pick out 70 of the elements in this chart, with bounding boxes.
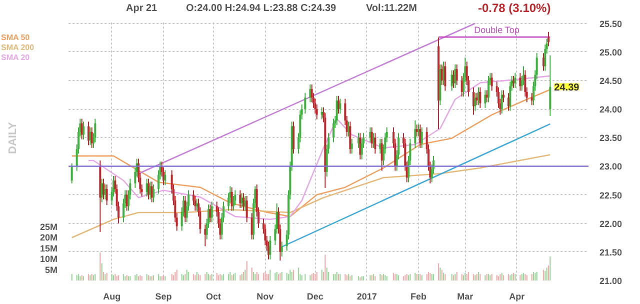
candlestick (269, 235, 272, 260)
y2-tick-label: 5M (45, 264, 58, 275)
candlestick (359, 132, 362, 160)
y-tick-label: 22.50 (600, 190, 622, 200)
candlestick (549, 54, 552, 116)
y2-tick-label: 10M (40, 254, 58, 264)
candlestick (82, 121, 84, 140)
text: SMA 50 (1, 32, 30, 44)
text: SMA 20 (1, 52, 30, 64)
annotation: Double Top (474, 25, 520, 36)
candlestick (519, 72, 522, 92)
candlestick (244, 195, 246, 212)
y-tick-label: 23.00 (600, 162, 622, 172)
x-tick-label: Nov (256, 292, 274, 302)
candlestick (444, 61, 446, 92)
candlestick (369, 126, 372, 143)
candlestick (204, 224, 206, 247)
x-tick-label: Dec (306, 292, 324, 302)
candlestick (332, 118, 334, 143)
candlestick (379, 138, 382, 154)
y-tick-label: 25.00 (600, 47, 622, 58)
candlestick (454, 64, 456, 88)
candlestick (210, 201, 213, 223)
y2-tick-label: 20M (40, 232, 58, 243)
candlestick (209, 204, 212, 223)
candlestick (350, 138, 353, 154)
text: Vol:11.22M (366, 2, 417, 16)
candlestick (309, 84, 312, 103)
x-tick-label: Aug (103, 292, 121, 302)
y-tick-label: 21.50 (600, 247, 622, 258)
candlestick (414, 120, 416, 148)
candlestick (479, 86, 482, 108)
candlestick (152, 184, 154, 203)
candlestick (239, 190, 242, 208)
y-tick-label: 21.00 (600, 276, 622, 286)
y-tick-label: 24.50 (600, 76, 622, 86)
y-tick-label: 24.00 (600, 104, 622, 115)
candlestick (104, 184, 106, 200)
text: -0.78 (3.10%) (478, 0, 551, 17)
candlestick (514, 72, 516, 88)
candlestick (488, 75, 490, 103)
x-tick-label: Apr (509, 292, 526, 302)
candlestick (106, 184, 108, 206)
candlestick (548, 31, 550, 47)
candlestick (70, 162, 73, 184)
text: SMA 200 (1, 42, 34, 54)
candlestick (456, 64, 458, 86)
y-tick-label: 23.50 (600, 133, 622, 144)
line-series (71, 154, 551, 238)
text: O:24.00 H:24.94 L:23.88 C:24.39 (186, 2, 336, 16)
y-tick-label: 22.00 (600, 218, 622, 229)
candlestick (500, 90, 503, 114)
annotation: 24.39 (554, 82, 580, 94)
candlestick (164, 170, 166, 186)
x-tick-label: Mar (457, 292, 474, 302)
candlestick (246, 195, 248, 223)
y2-tick-label: 25M (40, 222, 58, 232)
candlestick (420, 126, 423, 148)
x-tick-label: 2017 (356, 292, 377, 302)
y-tick-label: 25.50 (600, 18, 622, 29)
x-tick-label: Sep (155, 292, 172, 302)
x-tick-label: Feb (410, 292, 428, 302)
y2-tick-label: 15M (40, 243, 58, 254)
text: Apr 21 (126, 2, 158, 16)
candlestick (89, 126, 92, 146)
candlestick (419, 124, 422, 148)
x-tick-label: Oct (206, 292, 222, 302)
candlestick (149, 181, 152, 200)
candlestick (280, 241, 283, 257)
candlestick (292, 121, 294, 154)
